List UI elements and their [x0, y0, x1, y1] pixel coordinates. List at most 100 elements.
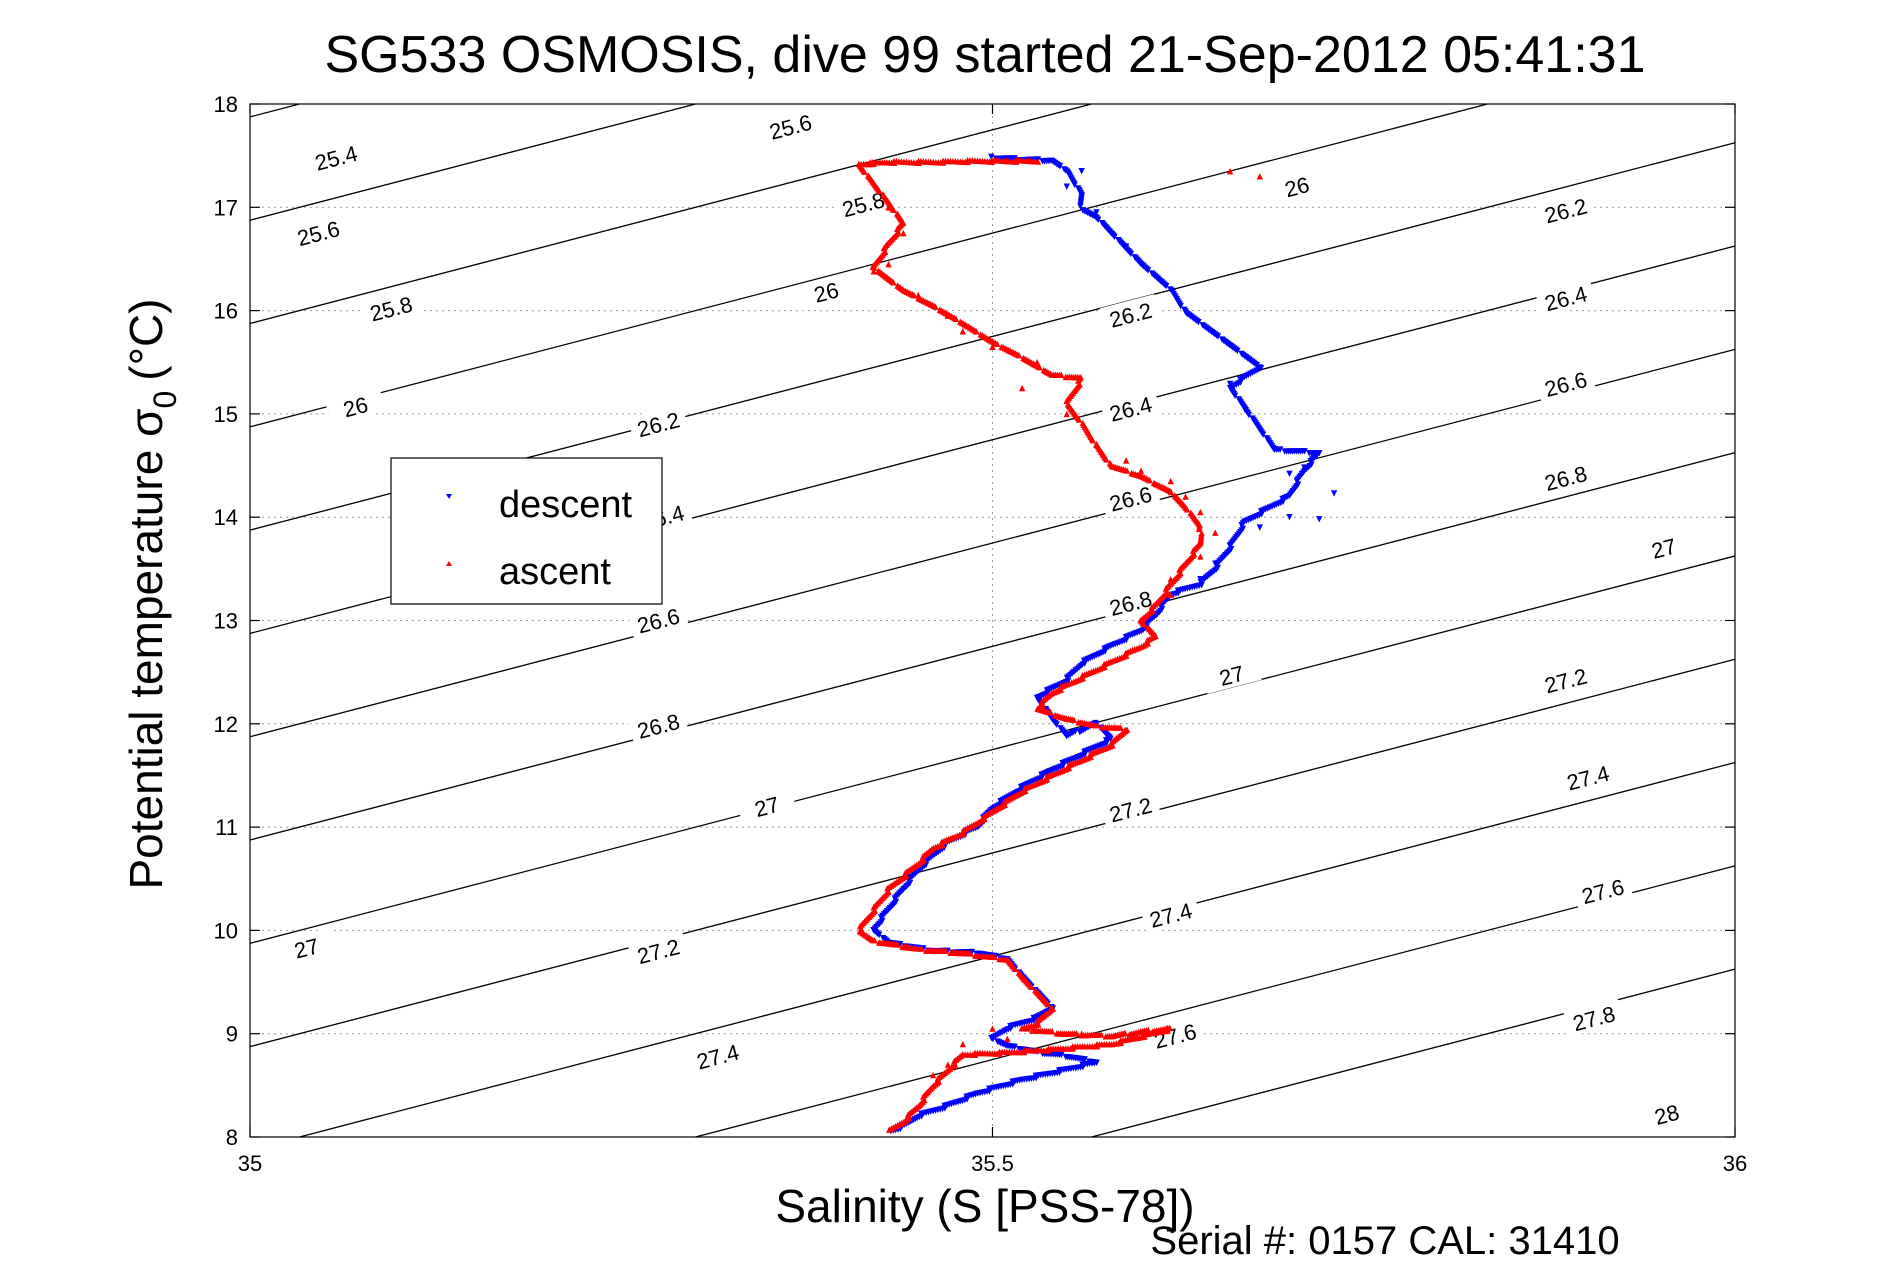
y-tick-label: 15	[214, 402, 238, 427]
descent-point	[1077, 203, 1084, 210]
y-tick-label: 12	[214, 712, 238, 737]
descent-point	[1259, 431, 1267, 438]
ascent-point	[861, 168, 868, 175]
descent-point	[1301, 464, 1308, 471]
ascent-point	[1197, 508, 1204, 516]
contour-label-bg	[687, 1035, 748, 1076]
contour-line	[249, 103, 300, 118]
descent-point	[1144, 267, 1152, 274]
ascent-point	[885, 260, 892, 268]
contour-label-bg	[1266, 166, 1328, 206]
contour-line	[249, 348, 1736, 738]
contour-label: 27	[1649, 533, 1679, 563]
contour-label: 26	[811, 277, 841, 307]
ascent-point	[871, 264, 878, 271]
contour-line	[249, 555, 1736, 944]
y-tick-label: 8	[226, 1125, 238, 1150]
ascent-point	[1019, 384, 1026, 392]
ascent-point	[989, 343, 996, 350]
descent-point	[1053, 721, 1060, 728]
ascent-point	[1137, 467, 1145, 474]
ascent-point	[944, 312, 952, 319]
ascent-point	[952, 315, 960, 323]
descent-point	[989, 1035, 997, 1043]
contour-label: 26	[341, 392, 371, 422]
contour-label-bg	[1099, 788, 1161, 829]
contour-label-bg	[1535, 659, 1596, 700]
contour-line	[249, 103, 1488, 428]
ascent-point	[870, 268, 877, 275]
contour-line	[249, 452, 1736, 841]
descent-point	[1071, 181, 1078, 189]
contour-label: 27	[292, 933, 322, 963]
contour-line	[249, 658, 1736, 1048]
footer-serial-cal: Serial #: 0157 CAL: 31410	[1150, 1219, 1619, 1262]
ascent-point	[1073, 1030, 1080, 1037]
contour-label-bg	[305, 137, 367, 177]
descent-point	[1081, 1056, 1088, 1063]
ascent-point	[973, 328, 980, 335]
descent-point	[1301, 448, 1308, 455]
contour-label-bg	[1633, 527, 1694, 567]
contour-label-bg	[1563, 997, 1625, 1037]
contour-label-bg	[1099, 294, 1161, 334]
contour-line	[695, 865, 1736, 1138]
descent-point	[1122, 243, 1130, 250]
contour-label-bg	[736, 785, 797, 826]
contour-label-bg	[360, 287, 422, 328]
ascent-point	[1078, 1030, 1085, 1037]
y-axis-label-unit: (°C)	[120, 298, 172, 380]
descent-point	[875, 931, 883, 939]
descent-point	[1245, 411, 1253, 419]
contour-label-bg	[1144, 1015, 1206, 1055]
descent-point	[1058, 1051, 1065, 1059]
descent-point	[1163, 282, 1170, 290]
ascent-point	[1226, 167, 1234, 175]
descent-point	[1231, 392, 1239, 399]
contour-line	[249, 103, 696, 221]
ascent-point	[890, 279, 897, 286]
chart-title: SG533 OSMOSIS, dive 99 started 21-Sep-20…	[324, 26, 1645, 84]
y-axis-label: Potential temperature σ0 (°C)	[120, 298, 183, 889]
ascent-point	[967, 950, 974, 957]
ascent-point	[885, 204, 892, 211]
ascent-point	[890, 206, 897, 214]
contour-label-bg	[287, 212, 349, 252]
x-tick-label: 36	[1723, 1151, 1747, 1176]
descent-point	[1256, 524, 1263, 531]
x-axis-label: Salinity (S [PSS-78])	[775, 1180, 1194, 1232]
contour-label-bg	[1557, 756, 1619, 797]
ascent-point	[1094, 721, 1101, 729]
y-tick-label: 18	[214, 92, 238, 117]
ascent-point	[886, 1126, 893, 1133]
descent-point	[1214, 333, 1222, 340]
descent-point	[1011, 155, 1018, 162]
ascent-point	[894, 941, 902, 948]
ascent-point	[1146, 476, 1153, 484]
ascent-point	[1048, 1028, 1056, 1035]
ascent-point	[1167, 477, 1174, 485]
contour-label: 27	[1217, 661, 1247, 691]
ascent-point	[1011, 965, 1019, 973]
ascent-point	[1256, 173, 1263, 180]
descent-point	[1095, 216, 1102, 224]
ascent-point	[1097, 1031, 1105, 1038]
descent-point	[1011, 1043, 1018, 1051]
descent-point	[1238, 521, 1245, 529]
data-points	[855, 153, 1338, 1135]
ascent-point	[1070, 716, 1078, 724]
contour-label-bg	[1099, 477, 1161, 518]
ascent-point	[1047, 709, 1054, 716]
descent-point	[1195, 318, 1202, 326]
legend-label-descent: descent	[499, 484, 633, 526]
ascent-point	[1141, 621, 1148, 628]
descent-point	[1093, 209, 1100, 216]
descent-point	[1226, 380, 1234, 388]
ascent-point	[1196, 525, 1203, 533]
contour-label-bg	[1572, 870, 1633, 910]
contour-label: 26	[1282, 172, 1312, 202]
descent-point	[1330, 490, 1338, 497]
y-tick-label: 14	[214, 505, 238, 530]
ascent-point	[1183, 506, 1191, 513]
